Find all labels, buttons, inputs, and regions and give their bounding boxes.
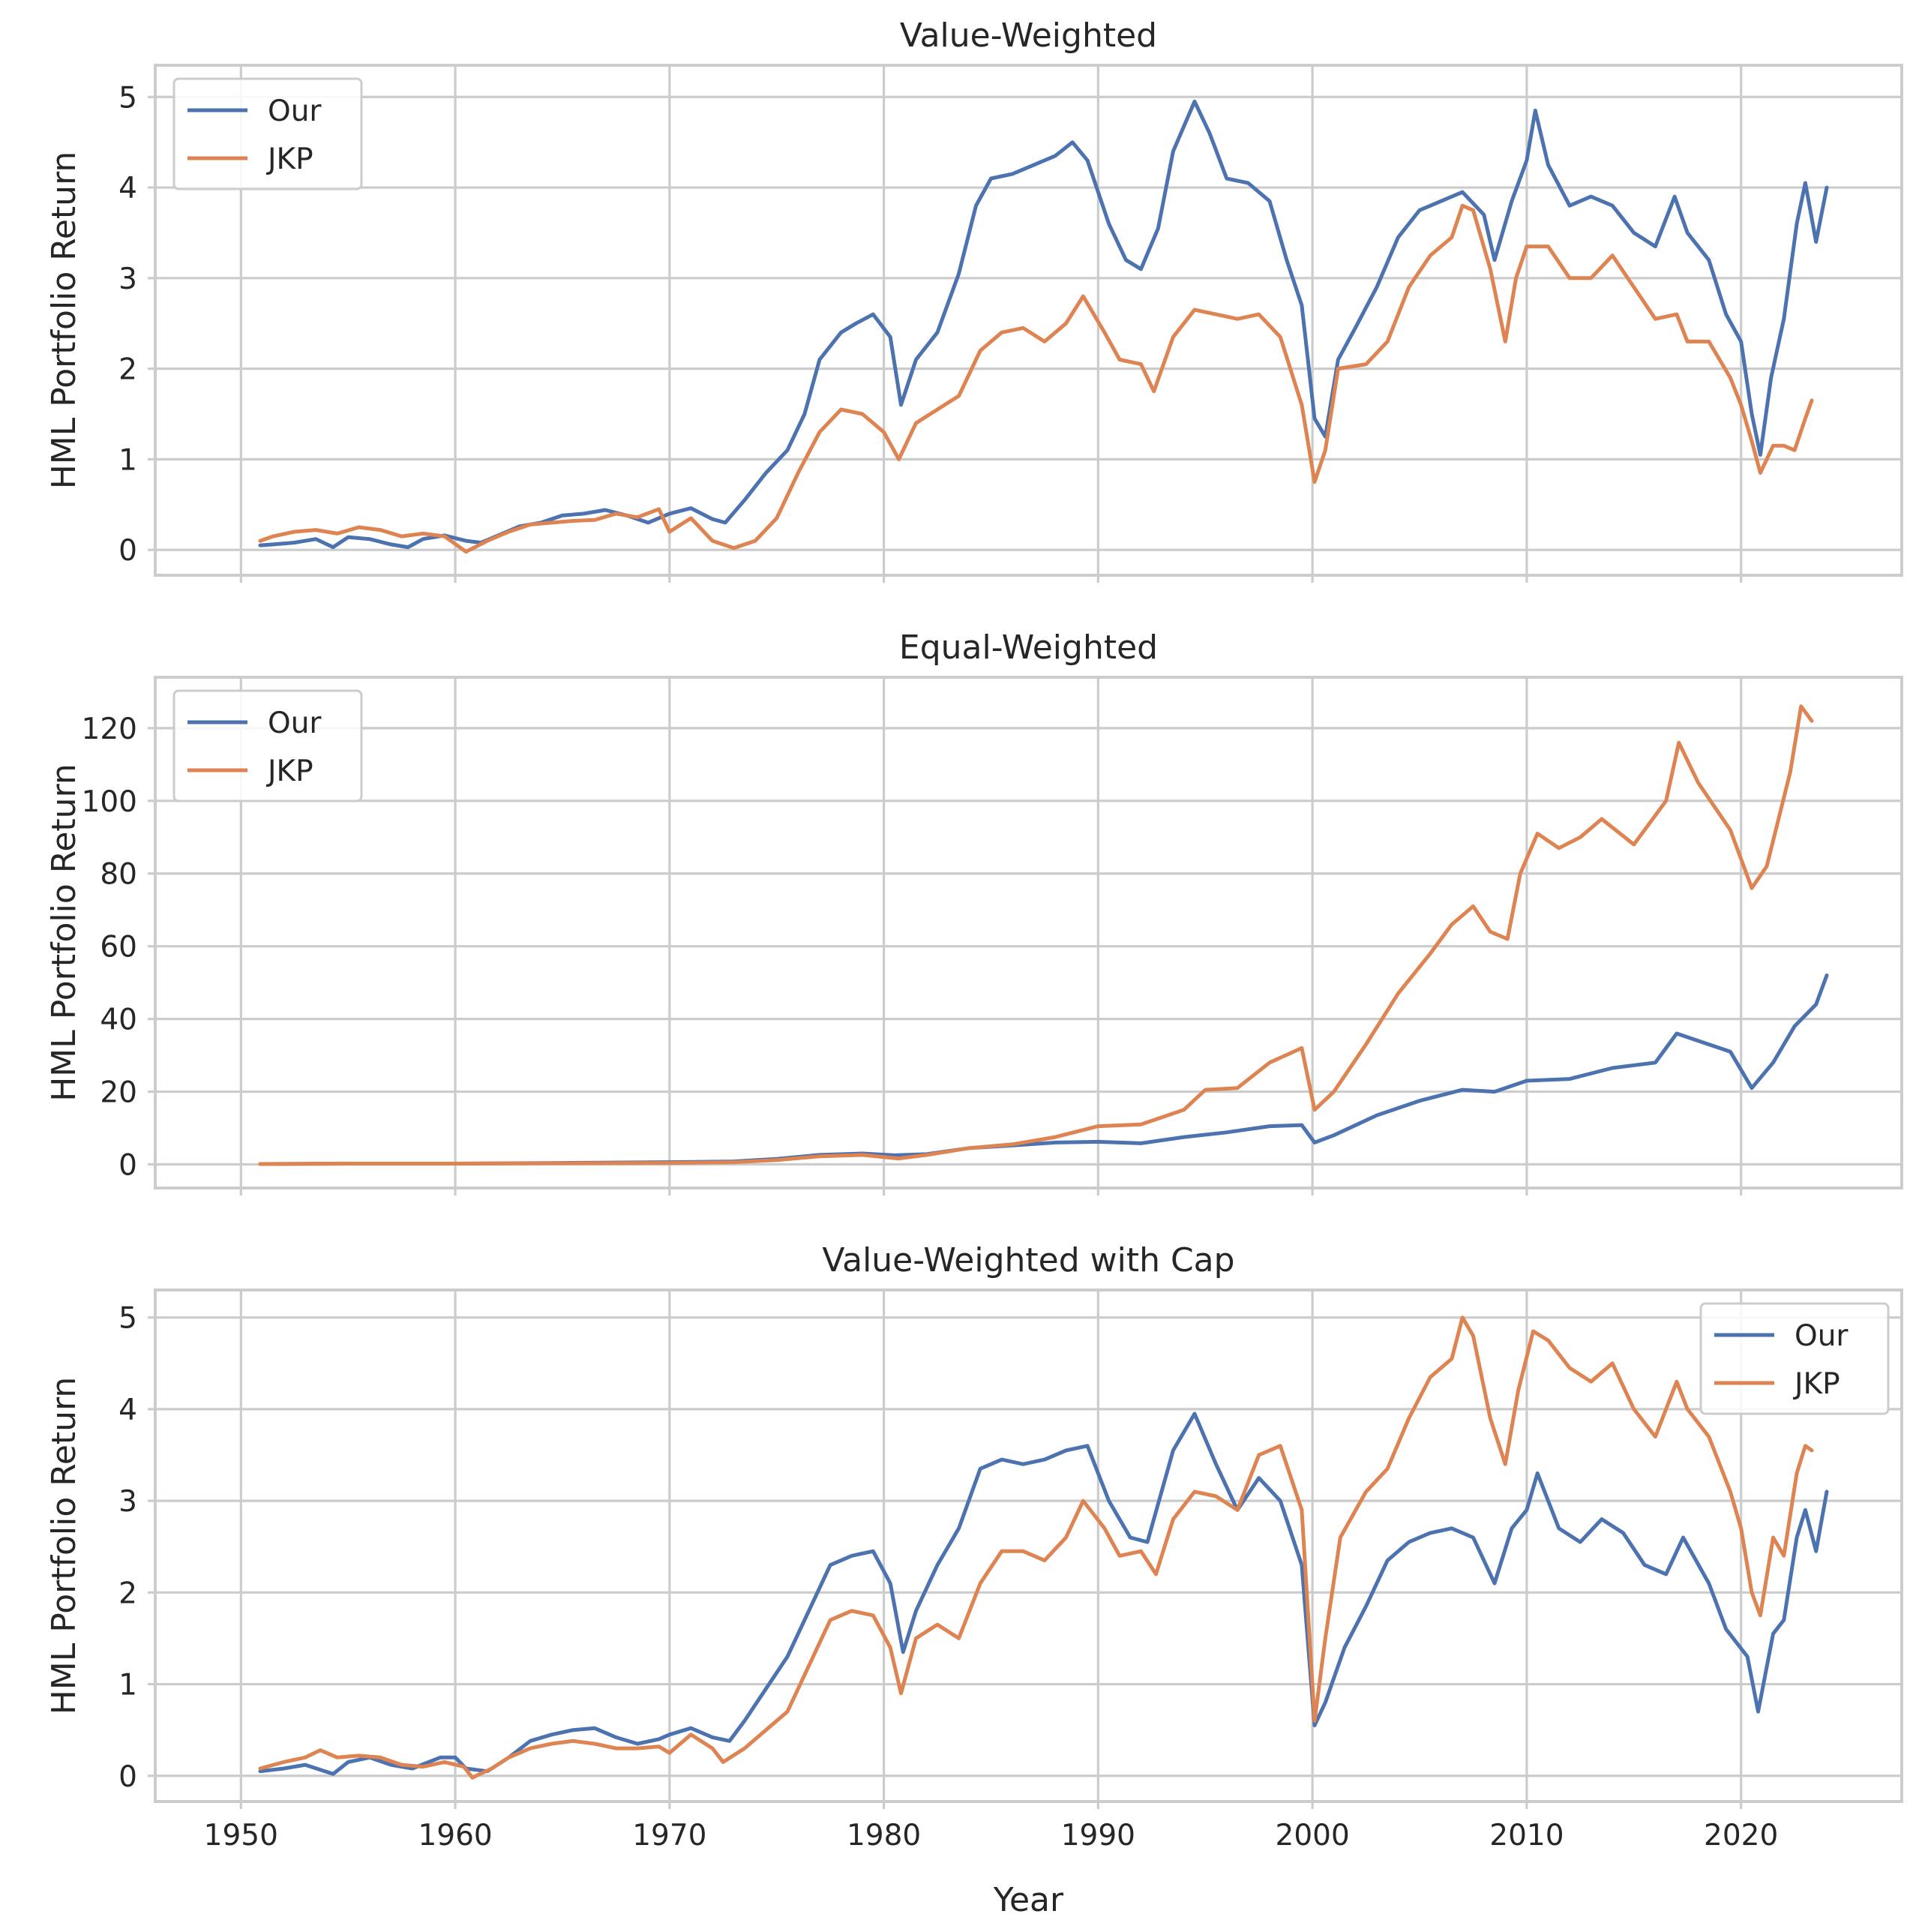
legend-box: [172, 689, 363, 802]
legend-label-jkp: JKP: [265, 754, 313, 788]
axes-frame: [154, 64, 1903, 577]
y-tick-label: 60: [100, 931, 137, 964]
x-tick-label: 2010: [1489, 1819, 1564, 1852]
y-tick-label: 100: [82, 785, 137, 819]
x-tick-label: 1950: [204, 1819, 278, 1852]
x-tick-label: 2000: [1276, 1819, 1350, 1852]
series-line-jkp: [258, 704, 1814, 1166]
series-line-jkp: [258, 1316, 1814, 1780]
panel-title: Equal-Weighted: [899, 628, 1158, 667]
series-line-our: [258, 1412, 1829, 1776]
y-tick-label: 20: [100, 1076, 137, 1110]
ticks: 0 1 2 3 4 5: [118, 81, 1743, 583]
y-tick-label: 3: [118, 1485, 137, 1519]
legend: Our JKP: [1699, 1302, 1890, 1415]
axes-frame: [154, 676, 1903, 1190]
y-tick-label: 120: [82, 712, 137, 746]
x-tick-label: 1970: [632, 1819, 706, 1852]
y-tick-label: 40: [100, 1004, 137, 1037]
legend-label-our: Our: [268, 94, 322, 128]
panel-equal-weighted: Equal-Weighted HML Portfolio Return 0 20 4…: [45, 628, 1903, 1196]
y-tick-label: 4: [118, 1394, 137, 1427]
panel-value-weighted: Value-Weighted HML Portfolio Return 0 1 2 3…: [45, 16, 1903, 583]
ticks: 1950 1960 1970 1980 1990 2000 2010 2020 0 1 2 3 4 5: [118, 1302, 1778, 1852]
panel-value-weighted-with-cap: Value-Weighted with Cap HML Portfolio Re…: [45, 1241, 1903, 1852]
panel-title: Value-Weighted: [900, 16, 1157, 55]
legend-label-jkp: JKP: [1792, 1367, 1840, 1401]
series: [258, 1316, 1829, 1780]
x-tick-label: 1960: [418, 1819, 492, 1852]
legend: Our JKP: [172, 77, 363, 190]
x-tick-label: 1990: [1061, 1819, 1135, 1852]
y-axis-label: HML Portfolio Return: [45, 152, 83, 490]
series-line-jkp: [258, 203, 1814, 554]
y-tick-label: 0: [118, 1148, 137, 1182]
y-tick-label: 5: [118, 81, 137, 115]
y-tick-label: 2: [118, 353, 137, 387]
legend-box: [172, 77, 363, 190]
x-tick-label: 2020: [1704, 1819, 1778, 1852]
panel-title: Value-Weighted with Cap: [822, 1241, 1234, 1280]
axes-frame: [154, 1288, 1903, 1803]
y-axis-label: HML Portfolio Return: [45, 764, 83, 1102]
y-tick-label: 0: [118, 1760, 137, 1794]
y-tick-label: 80: [100, 858, 137, 892]
y-tick-label: 3: [118, 262, 137, 296]
legend-label-our: Our: [268, 706, 322, 740]
legend-label-our: Our: [1795, 1319, 1849, 1353]
legend: Our JKP: [172, 689, 363, 802]
y-tick-label: 1: [118, 1669, 137, 1702]
y-tick-label: 2: [118, 1576, 137, 1610]
y-tick-label: 5: [118, 1302, 137, 1336]
y-tick-label: 0: [118, 534, 137, 568]
y-tick-label: 1: [118, 443, 137, 477]
y-tick-label: 4: [118, 172, 137, 206]
series: [258, 704, 1829, 1166]
y-axis-label: HML Portfolio Return: [45, 1377, 83, 1715]
legend-box: [1699, 1302, 1890, 1415]
x-axis-label: Year: [993, 1881, 1064, 1919]
series: [258, 99, 1829, 554]
legend-label-jkp: JKP: [265, 142, 313, 176]
x-tick-label: 1980: [847, 1819, 921, 1852]
